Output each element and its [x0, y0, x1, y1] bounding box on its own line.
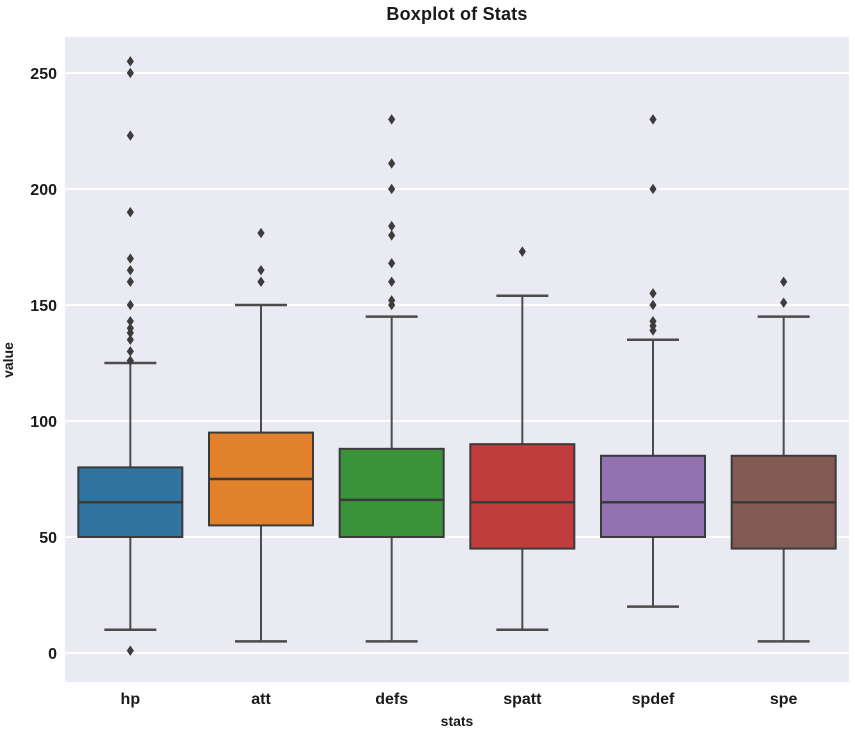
outlier-hp-250 [126, 67, 134, 79]
outlier-att-181 [257, 227, 265, 239]
x-tick-label-spe: spe [770, 691, 798, 708]
outlier-hp-143 [126, 316, 134, 327]
plot-background [65, 37, 849, 682]
outlier-hp-170 [126, 253, 134, 264]
x-tick-label-att: att [251, 691, 271, 708]
outlier-defs-230 [388, 114, 396, 125]
outlier-spdef-230 [649, 114, 657, 125]
x-tick-label-spatt: spatt [503, 691, 542, 708]
y-tick-label-250: 250 [30, 66, 57, 83]
outlier-defs-184 [388, 220, 396, 232]
chart-title: Boxplot of Stats [386, 4, 528, 24]
box-defs [338, 447, 445, 538]
x-tick-label-spdef: spdef [632, 691, 675, 708]
outlier-spdef-143 [649, 316, 657, 327]
outlier-defs-200 [388, 183, 396, 195]
outlier-defs-152 [388, 295, 396, 306]
x-tick-label-defs: defs [375, 691, 408, 708]
x-axis-label: stats [440, 713, 474, 729]
outlier-spatt-173 [518, 246, 526, 257]
box-spatt [469, 443, 576, 550]
outlier-hp-130 [126, 346, 134, 357]
box-spdef [600, 454, 706, 538]
outlier-att-165 [257, 264, 265, 276]
outlier-spdef-155 [649, 288, 657, 299]
y-tick-label-150: 150 [30, 298, 57, 315]
y-tick-label-50: 50 [39, 530, 57, 547]
outlier-hp-190 [126, 206, 134, 218]
outlier-hp-150 [126, 299, 134, 311]
outlier-hp-1 [126, 645, 134, 656]
outlier-spe-160 [780, 276, 788, 287]
y-tick-label-200: 200 [30, 182, 57, 199]
x-tick-label-hp: hp [121, 691, 141, 708]
outlier-defs-211 [388, 158, 396, 169]
y-tick-label-100: 100 [30, 414, 57, 431]
outlier-spe-151 [780, 297, 788, 308]
outlier-spdef-200 [649, 183, 657, 195]
outlier-hp-126 [126, 355, 134, 366]
y-tick-label-0: 0 [48, 646, 57, 663]
outlier-defs-180 [388, 230, 396, 241]
outlier-hp-165 [126, 264, 134, 276]
outlier-hp-255 [126, 56, 134, 67]
outlier-hp-223 [126, 130, 134, 141]
outlier-att-160 [257, 276, 265, 287]
outlier-spdef-150 [649, 299, 657, 311]
outlier-defs-168 [388, 258, 396, 269]
outlier-defs-160 [388, 276, 396, 287]
outlier-hp-140 [126, 322, 134, 334]
outlier-hp-160 [126, 276, 134, 287]
outlier-hp-135 [126, 334, 134, 345]
y-axis-label: value [0, 342, 16, 378]
